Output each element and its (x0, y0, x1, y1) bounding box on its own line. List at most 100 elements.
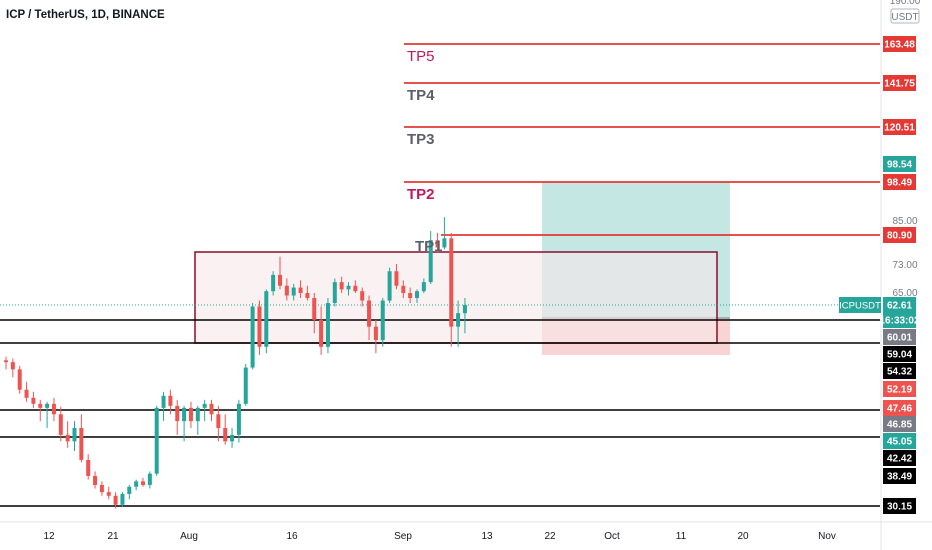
tp1-label: TP1 (415, 238, 443, 255)
price-badge-text: 59.04 (887, 350, 912, 361)
candle-body (175, 405, 180, 422)
candle-body (10, 362, 15, 370)
price-badge-text: 80.90 (887, 231, 912, 242)
candle-body (141, 481, 145, 485)
price-badge-text: 16:33:02 (879, 316, 919, 327)
candle-body (271, 274, 276, 292)
price-badge-text: 98.54 (887, 160, 912, 171)
candle-body (168, 395, 173, 406)
time-axis-label: Aug (180, 531, 198, 542)
price-tick-label: 73.00 (892, 260, 917, 271)
price-badge (883, 400, 916, 416)
candle-body (127, 486, 132, 494)
candle-body (161, 395, 166, 408)
candle-body (79, 427, 84, 460)
candle-body (298, 287, 303, 293)
candle-body (325, 303, 330, 347)
candle-body (360, 291, 365, 301)
price-badge (883, 297, 916, 313)
candle-body (45, 403, 50, 408)
tp4-label: TP4 (407, 87, 435, 104)
price-badge-text: 120.51 (884, 123, 915, 134)
price-badge (883, 450, 916, 466)
price-badge-text: 38.49 (887, 472, 912, 483)
symbol-tag-text: ICPUSDT (839, 301, 881, 312)
price-badge (883, 468, 916, 484)
candle-body (319, 319, 324, 347)
time-axis-label: 12 (43, 531, 55, 542)
candle-body (4, 360, 8, 363)
time-axis-label: Oct (604, 531, 620, 542)
price-badge-text: 60.01 (887, 333, 912, 344)
candle-body (278, 274, 282, 286)
tp5-label: TP5 (407, 48, 435, 65)
candle-body (394, 271, 399, 286)
candle-body (182, 407, 187, 422)
candle-body (243, 367, 248, 404)
candle-body (24, 389, 29, 398)
price-badge-text: 163.48 (884, 40, 915, 51)
candle-body (93, 475, 98, 485)
price-badge-text: 52.19 (887, 385, 912, 396)
candle-body (415, 291, 419, 299)
price-tick-label: 85.00 (892, 216, 917, 227)
candle-body (209, 403, 214, 415)
candle-body (284, 285, 289, 296)
candle-body (312, 298, 317, 320)
candle-body (456, 313, 461, 327)
range-box (194, 251, 718, 344)
price-badge (883, 433, 916, 449)
candle-body (305, 293, 310, 299)
time-axis-label: 20 (737, 531, 749, 542)
tp3-label: TP3 (407, 131, 435, 148)
candle-body (380, 300, 385, 341)
price-badge-text: 42.42 (887, 454, 912, 465)
tp2-label: TP2 (407, 186, 435, 203)
candle-body (236, 403, 241, 435)
candle-body (264, 291, 269, 347)
candle-body (442, 238, 447, 248)
price-badge-text: 47.46 (887, 404, 912, 415)
price-badge-text: 54.32 (887, 367, 912, 378)
price-badge (883, 416, 916, 432)
candle-body (449, 238, 454, 327)
candle-body (65, 434, 70, 442)
price-badge (883, 36, 916, 52)
price-badge (883, 498, 916, 514)
candle-body (120, 493, 125, 505)
candle-body (195, 407, 200, 422)
time-axis-label: 21 (107, 531, 119, 542)
candle-body (38, 403, 43, 408)
price-badge-text: 46.85 (887, 420, 912, 431)
price-tick-label: 65.00 (892, 288, 917, 299)
price-badge (883, 156, 916, 172)
candle-body (291, 287, 296, 296)
price-badge (883, 346, 916, 362)
candle-body (134, 481, 139, 487)
candle-body (216, 414, 221, 428)
time-axis-label: 22 (544, 531, 556, 542)
candle-body (106, 492, 111, 496)
chart-title: ICP / TetherUS, 1D, BINANCE (6, 9, 165, 21)
price-badge (883, 312, 916, 328)
price-badge-text: 45.05 (887, 437, 912, 448)
candle-body (408, 293, 413, 299)
price-badge (883, 174, 916, 190)
candle-body (113, 495, 118, 505)
candle-body (99, 484, 104, 493)
candle-body (353, 285, 358, 292)
candle-body (401, 285, 406, 293)
candle-body (202, 403, 207, 408)
price-tick-label: 190.00 (890, 0, 921, 7)
time-axis-label: 16 (286, 531, 298, 542)
candle-body (188, 407, 193, 422)
candle-body (86, 459, 91, 476)
price-badge-text: 62.61 (887, 301, 912, 312)
price-badge-text: 98.49 (887, 178, 912, 189)
candle-body (31, 397, 36, 404)
price-badge-text: 141.75 (884, 79, 915, 90)
price-badge (883, 329, 916, 345)
candle-body (339, 282, 344, 290)
candle-body (346, 285, 351, 290)
